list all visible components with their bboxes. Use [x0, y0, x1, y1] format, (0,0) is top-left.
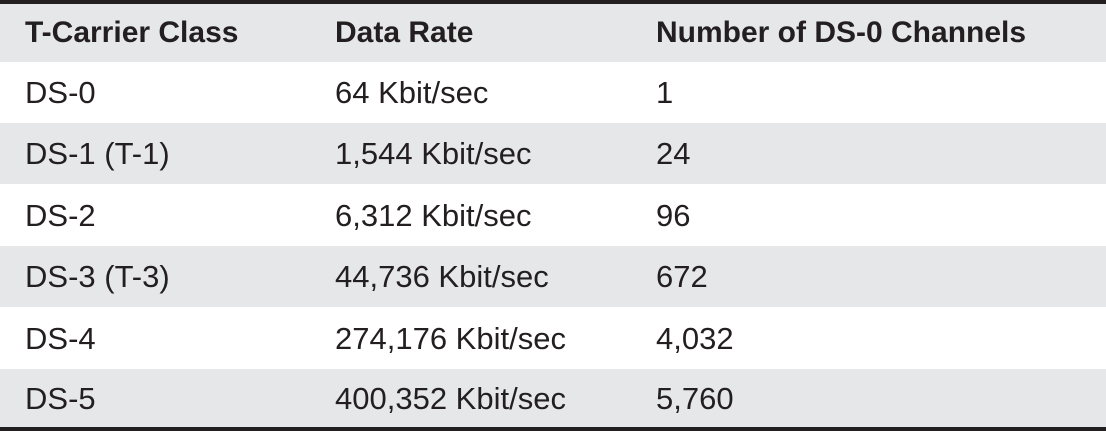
- cell-data-rate: 44,736 Kbit/sec: [335, 259, 549, 294]
- table-row: DS-2 6,312 Kbit/sec 96: [0, 185, 1106, 246]
- cell-data-rate: 274,176 Kbit/sec: [335, 321, 566, 356]
- table-row: DS-0 64 Kbit/sec 1: [0, 62, 1106, 123]
- table-row: DS-3 (T-3) 44,736 Kbit/sec 672: [0, 246, 1106, 307]
- cell-channels: 24: [656, 136, 691, 171]
- cell-class: DS-0: [25, 75, 96, 110]
- cell-class: DS-4: [25, 321, 96, 356]
- table-row: DS-4 274,176 Kbit/sec 4,032: [0, 308, 1106, 369]
- cell-channels: 5,760: [656, 380, 734, 416]
- cell-data-rate: 400,352 Kbit/sec: [335, 380, 566, 416]
- cell-channels: 4,032: [656, 321, 734, 356]
- cell-data-rate: 6,312 Kbit/sec: [335, 198, 532, 233]
- table-bottom-rule: [0, 427, 1106, 431]
- cell-class: DS-2: [25, 198, 96, 233]
- header-data-rate: Data Rate: [335, 16, 474, 49]
- table-row: DS-5 400,352 Kbit/sec 5,760: [0, 369, 1106, 427]
- cell-channels: 672: [656, 259, 708, 294]
- cell-class: DS-1 (T-1): [25, 136, 170, 171]
- cell-class: DS-3 (T-3): [25, 259, 170, 294]
- cell-class: DS-5: [25, 380, 96, 416]
- header-number-of-ds0-channels: Number of DS-0 Channels: [656, 16, 1027, 49]
- cell-data-rate: 1,544 Kbit/sec: [335, 136, 532, 171]
- table-top-rule: [0, 0, 1106, 4]
- table-row: DS-1 (T-1) 1,544 Kbit/sec 24: [0, 123, 1106, 184]
- table-header-row: T-Carrier Class Data Rate Number of DS-0…: [0, 4, 1106, 62]
- cell-data-rate: 64 Kbit/sec: [335, 75, 489, 110]
- cell-channels: 96: [656, 198, 691, 233]
- cell-channels: 1: [656, 75, 674, 110]
- header-t-carrier-class: T-Carrier Class: [25, 16, 239, 49]
